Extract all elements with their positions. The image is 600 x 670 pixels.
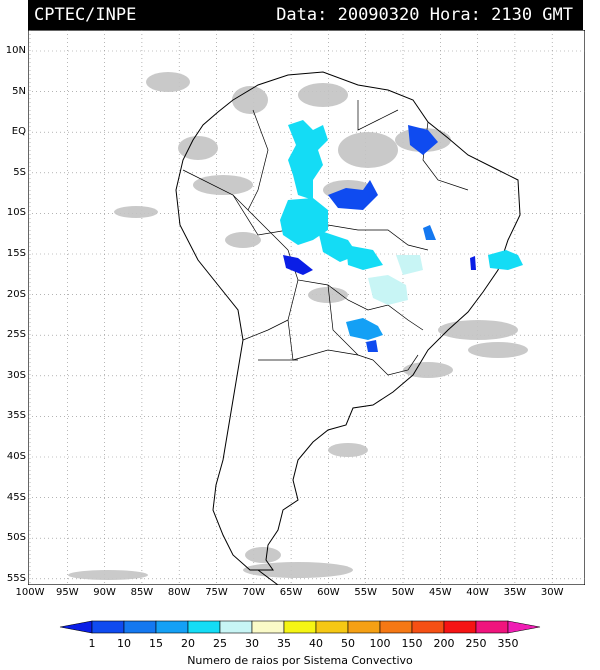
lon-label: 85W [130, 587, 154, 598]
storm-cell [396, 255, 423, 275]
colorbar-tick-label: 200 [434, 637, 455, 650]
colorbar-tick-label: 1 [89, 637, 96, 650]
colorbar-tick-label: 15 [149, 637, 163, 650]
lat-label: 35S [6, 410, 26, 422]
colorbar-swatch [187, 620, 221, 634]
colorbar-tick-label: 250 [466, 637, 487, 650]
lon-label: 95W [55, 587, 79, 598]
lon-label: 50W [391, 587, 415, 598]
lat-label: 10N [5, 45, 26, 56]
source-label: CPTEC/INPE [34, 5, 137, 25]
lat-label: 45S [6, 491, 26, 503]
storm-cell [283, 255, 313, 275]
colorbar-tick-label: 10 [117, 637, 131, 650]
lon-label: 40W [466, 587, 489, 598]
storm-cell [368, 275, 408, 305]
colorbar-swatch [347, 620, 381, 634]
lat-label: 5N [12, 85, 26, 97]
colorbar-swatch [411, 620, 445, 634]
storm-cell [366, 340, 378, 352]
colorbar-tick-label: 150 [402, 637, 423, 650]
colorbar-swatch [123, 620, 157, 634]
convective-systems [280, 120, 523, 352]
lon-label: 75W [205, 587, 228, 598]
coastlines [175, 71, 521, 585]
colorbar-tick-label: 40 [309, 637, 323, 650]
colorbar-swatch [251, 620, 285, 634]
storm-cell [470, 256, 476, 270]
colorbar-swatch [443, 620, 477, 634]
lightning-map [28, 30, 585, 585]
storm-cell [346, 245, 383, 270]
colorbar-tick-label: 30 [245, 637, 259, 650]
lon-label: 55W [354, 587, 377, 598]
lon-label: 30W [540, 587, 564, 598]
lat-label: 10S [6, 207, 26, 219]
colorbar-tick-label: 100 [370, 637, 391, 650]
datetime-label: Data: 20090320 Hora: 2130 GMT [276, 5, 573, 25]
lat-label: 20S [6, 288, 26, 300]
colorbar-swatch [475, 620, 509, 634]
map-header: CPTEC/INPE Data: 20090320 Hora: 2130 GMT [28, 0, 583, 30]
storm-cell [488, 250, 523, 270]
storm-cell [346, 318, 383, 340]
lon-label: 65W [279, 587, 303, 598]
lon-label: 35W [503, 587, 527, 598]
lat-label: 25S [6, 329, 26, 341]
lon-label: 100W [15, 587, 45, 598]
lon-label: 90W [93, 587, 116, 598]
colorbar-tick-label: 20 [181, 637, 195, 650]
colorbar-tick-label: 25 [213, 637, 227, 650]
colorbar-swatch [283, 620, 317, 634]
colorbar-swatch [379, 620, 413, 634]
colorbar-swatch [155, 620, 189, 634]
storm-cell [328, 180, 378, 210]
lon-label: 45W [428, 587, 452, 598]
storm-cell [288, 120, 328, 200]
colorbar-swatch [219, 620, 253, 634]
storm-cell [280, 198, 328, 245]
country-borders [182, 100, 469, 376]
lat-label: 5S [13, 166, 26, 178]
storm-cell [408, 125, 438, 155]
lat-label: 50S [6, 532, 26, 544]
colorbar-swatch [91, 620, 125, 634]
colorbar-tick-label: 50 [341, 637, 355, 650]
colorbar-title: Numero de raios por Sistema Convectivo [187, 654, 413, 667]
lat-label: 55S [6, 572, 26, 584]
colorbar-tick-label: 35 [277, 637, 291, 650]
lon-label: 80W [167, 587, 191, 598]
lat-label: 40S [6, 451, 26, 462]
lon-label: 60W [317, 587, 340, 598]
map-frame [28, 30, 585, 585]
colorbar-swatch [507, 620, 541, 634]
lat-label: 30S [6, 369, 26, 381]
colorbar: 1 10 15 20 25 30 35 40 50 100 150 200 250 350 [59, 620, 541, 650]
colorbar-tick-label: 350 [498, 637, 519, 650]
colorbar-swatch [59, 620, 93, 634]
lat-label: EQ [11, 126, 26, 138]
lat-label: 15S [6, 248, 26, 259]
lon-label: 70W [242, 587, 266, 598]
colorbar-swatch [315, 620, 349, 634]
storm-cell [423, 225, 436, 240]
